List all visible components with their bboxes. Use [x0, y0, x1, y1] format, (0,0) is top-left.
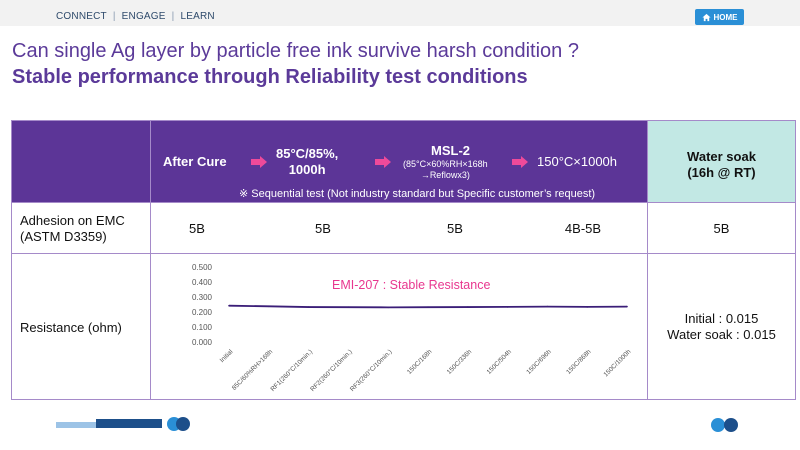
row-label-resistance: Resistance (ohm)	[20, 320, 122, 335]
data-point	[387, 306, 389, 309]
header-water-soak: Water soak (16h @ RT)	[648, 149, 795, 181]
header-after-cure: After Cure	[163, 154, 227, 169]
x-tick-label: Initial	[219, 348, 235, 364]
resistance-line-chart: 0.000 0.100 0.200 0.300 0.400 0.500 Initial85C…	[192, 263, 633, 393]
data-point	[586, 306, 588, 308]
x-tick-label: 150C/168h	[406, 348, 434, 376]
x-tick-label: RF3(260°C/10min.)	[348, 348, 393, 393]
home-icon	[701, 13, 711, 21]
chart-title: EMI-207 : Stable Resistance	[332, 278, 490, 292]
y-tick-label: 0.200	[192, 308, 213, 317]
header-85-85-line2: 1000h	[288, 162, 326, 177]
data-point	[427, 306, 429, 308]
adhesion-value-water-soak: 5B	[713, 221, 730, 236]
company-logo	[56, 417, 190, 431]
y-tick-label: 0.500	[192, 263, 213, 272]
header-85-85-line1: 85°C/85%,	[276, 146, 339, 161]
x-tick-label: 150C/504h	[486, 348, 514, 376]
data-point	[506, 306, 509, 308]
header-msl2: MSL-2	[431, 143, 470, 158]
x-tick-label: 150C/696h	[525, 348, 553, 376]
x-tick-label: RF1(260°C/10min.)	[269, 348, 314, 393]
row-divider	[12, 202, 795, 203]
top-nav: CONNECT | ENGAGE | LEARN	[56, 11, 215, 22]
x-tick-label: 85C/60%RH>168h	[231, 348, 275, 392]
resistance-initial: Initial : 0.015	[684, 311, 759, 326]
home-button[interactable]: HOME	[695, 9, 744, 25]
water-soak-line2: (16h @ RT)	[687, 165, 756, 180]
header-msl2-condition: (85°C×60%RH×168h →Reflowx3)	[403, 159, 488, 181]
y-tick-label: 0.400	[192, 278, 213, 287]
row-label-adhesion: Adhesion on EMC (ASTM D3359)	[20, 213, 125, 245]
resistance-water-soak-values: Initial : 0.015 Water soak : 0.015	[648, 311, 795, 343]
x-tick-label: 150C/1000h	[602, 348, 632, 378]
data-point	[467, 306, 469, 308]
reliability-table: After Cure 85°C/85%, 1000h MSL-2 (85°C×6…	[11, 120, 796, 400]
nav-connect-link[interactable]: CONNECT	[56, 11, 107, 22]
row-divider	[12, 253, 795, 254]
adhesion-value-150c: 4B-5B	[564, 221, 602, 236]
adhesion-label-line1: Adhesion on EMC	[20, 213, 125, 228]
header-msl2-sub2: →Reflowx3)	[420, 170, 470, 180]
adhesion-value-msl2: 5B	[447, 221, 463, 236]
header-85-85: 85°C/85%, 1000h	[276, 146, 338, 178]
top-bar	[0, 0, 800, 26]
water-soak-line1: Water soak	[687, 149, 756, 164]
y-tick-label: 0.300	[192, 293, 213, 302]
header-sequential-cell	[12, 121, 648, 202]
home-label: HOME	[713, 12, 738, 22]
column-divider	[647, 121, 648, 399]
resistance-water-soak: Water soak : 0.015	[667, 327, 776, 342]
x-tick-label: RF2(260°C/10min.)	[309, 348, 354, 393]
data-point	[268, 305, 270, 308]
arrow-right-icon	[375, 156, 391, 168]
data-point	[228, 304, 230, 307]
data-point	[546, 305, 549, 308]
nav-separator: |	[171, 11, 175, 22]
partner-logo	[711, 418, 738, 432]
arrow-right-icon	[512, 156, 528, 168]
slide-subtitle: Stable performance through Reliability t…	[12, 66, 528, 88]
arrow-right-icon	[251, 156, 267, 168]
header-water-soak-cell	[648, 121, 795, 202]
column-divider	[150, 121, 151, 399]
data-point	[307, 306, 310, 308]
header-150c: 150°C×1000h	[537, 154, 618, 169]
x-tick-label: 150C/336h	[446, 348, 474, 376]
adhesion-value-after-cure: 5B	[189, 221, 205, 236]
nav-separator: |	[112, 11, 116, 22]
y-tick-label: 0.000	[192, 338, 213, 347]
adhesion-value-85-85: 5B	[315, 221, 331, 236]
adhesion-label-line2: (ASTM D3359)	[20, 229, 107, 244]
x-tick-label: 150C/868h	[565, 348, 593, 376]
data-point	[626, 305, 628, 308]
nav-learn-link[interactable]: LEARN	[180, 11, 215, 22]
sequential-test-note: ※ Sequential test (Not industry standard…	[239, 188, 596, 200]
data-point	[347, 306, 350, 308]
y-tick-label: 0.100	[192, 323, 213, 332]
header-msl2-sub1: (85°C×60%RH×168h	[403, 159, 488, 169]
slide-title: Can single Ag layer by particle free ink…	[12, 40, 579, 62]
nav-engage-link[interactable]: ENGAGE	[121, 11, 166, 22]
